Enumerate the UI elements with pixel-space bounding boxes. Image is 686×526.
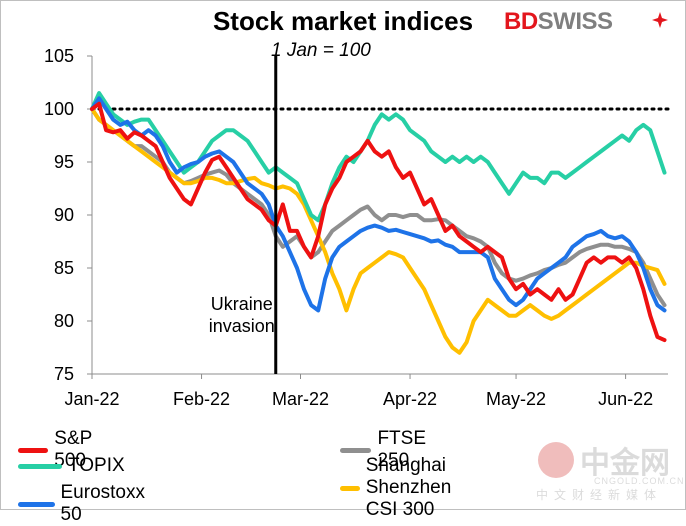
legend-swatch <box>18 501 55 507</box>
series-line-topix <box>90 91 667 223</box>
watermark: 中金网 CNGOLD.COM.CN 中文财经新媒体 <box>532 438 685 504</box>
y-tick-label: 100 <box>44 99 74 119</box>
chart-subtitle: 1 Jan = 100 <box>271 40 371 61</box>
brand-logo-part2: SWISS <box>537 8 613 35</box>
legend-swatch <box>340 447 372 453</box>
legend-swatch <box>18 447 49 453</box>
line-chart: 75 80 85 90 95 100 105 Jan-22 Feb-22 Mar-22 Apr-22… <box>44 46 670 409</box>
legend-item-s-p-500: S&P 500 <box>18 428 106 472</box>
brand-star-icon <box>652 12 668 28</box>
legend-item-topix: TOPIX <box>18 455 125 477</box>
watermark-tagline: 中文财经新媒体 <box>536 488 663 502</box>
legend-item-ftse-250: FTSE 250 <box>340 428 439 472</box>
x-tick-label: Feb-22 <box>173 389 230 409</box>
legend-label: Eurostoxx 50 <box>60 482 145 525</box>
x-tick-label: Apr-22 <box>383 389 437 409</box>
event-marker-label-line2: invasion <box>209 316 275 336</box>
x-tick-label: Jun-22 <box>598 389 653 409</box>
event-marker-label-line1: Ukraine <box>211 294 273 314</box>
legend-item-eurostoxx-50: Eurostoxx 50 <box>18 482 152 526</box>
legend-label: S&P 500 <box>54 428 92 471</box>
legend-item-shanghai-shenzhen-csi-300: Shanghai Shenzhen CSI 300 <box>340 455 476 521</box>
watermark-logo-icon <box>538 442 574 478</box>
y-tick-label: 75 <box>54 364 74 384</box>
legend-label: FTSE 250 <box>377 428 426 471</box>
series-line-ftse-250 <box>90 107 667 308</box>
x-tick-label: Mar-22 <box>272 389 329 409</box>
x-tick-label: May-22 <box>486 389 546 409</box>
y-tick-label: 85 <box>54 258 74 278</box>
watermark-url: CNGOLD.COM.CN <box>594 476 685 486</box>
y-tick-label: 90 <box>54 205 74 225</box>
legend-swatch <box>18 463 62 469</box>
chart-title: Stock market indices <box>212 6 474 36</box>
x-tick-label: Jan-22 <box>64 389 119 409</box>
legend-swatch <box>340 485 360 491</box>
y-tick-label: 95 <box>54 152 74 172</box>
legend-label: TOPIX <box>68 455 125 476</box>
legend-label: Shanghai Shenzhen CSI 300 <box>365 455 452 520</box>
brand-logo-part1: BD <box>504 8 538 35</box>
series-line-s-p-500 <box>90 101 667 343</box>
series-line-eurostoxx-50 <box>90 96 667 313</box>
y-tick-label: 80 <box>54 311 74 331</box>
series-line-shanghai-shenzhen-csi-300 <box>90 107 667 355</box>
y-tick-label: 105 <box>44 46 74 66</box>
watermark-name: 中金网 <box>580 447 670 480</box>
brand-logo: BDSWISS <box>504 8 613 36</box>
